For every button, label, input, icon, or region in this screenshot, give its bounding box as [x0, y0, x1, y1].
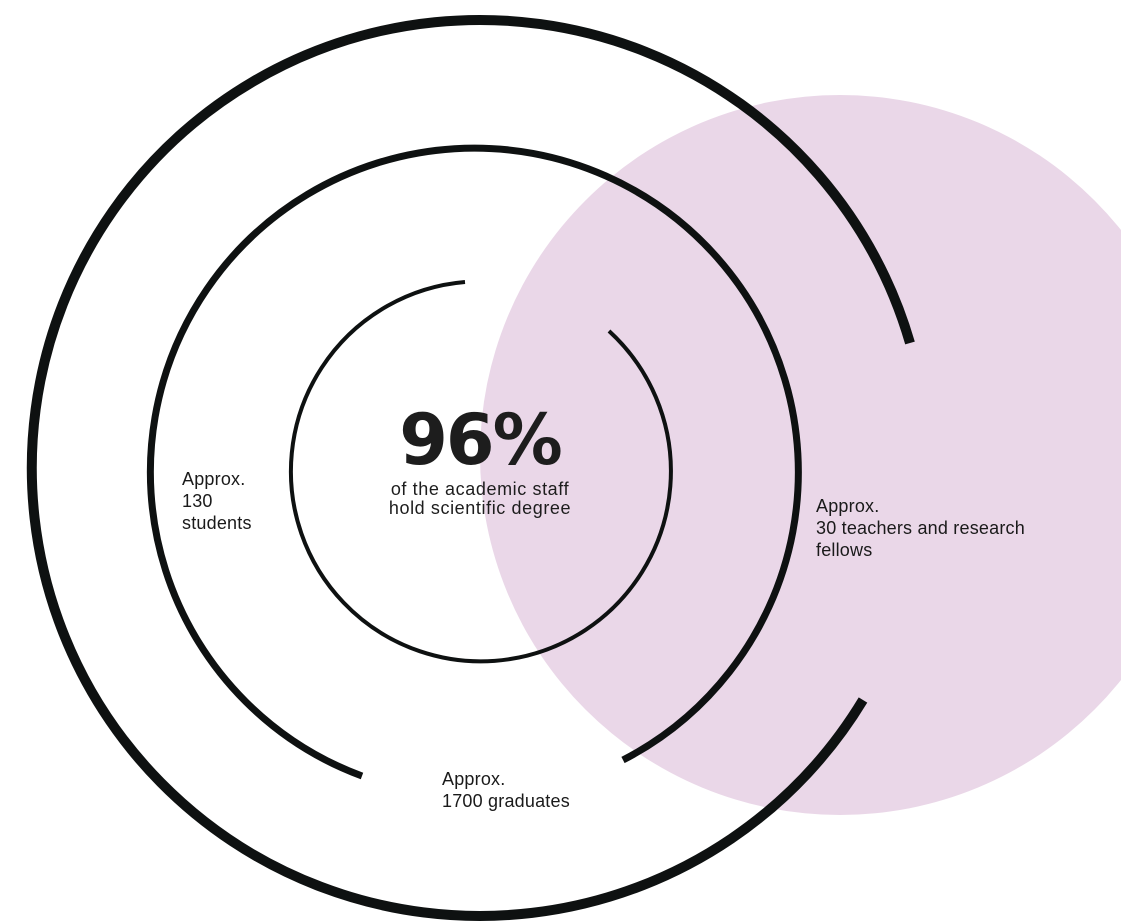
students-label: Approx. 130 students — [182, 468, 252, 534]
caption-line-2: hold scientific degree — [388, 498, 572, 518]
students-approx: Approx. — [182, 469, 246, 489]
percent-value: 96% — [399, 399, 563, 481]
caption-line-1: of the academic staff — [390, 479, 570, 499]
students-count: 130 — [182, 491, 213, 511]
teachers-approx: Approx. — [816, 496, 880, 516]
inner-ring — [288, 280, 673, 664]
graduates-approx: Approx. — [442, 769, 506, 789]
graduates-count: 1700 graduates — [442, 791, 570, 811]
percent-caption: of the academic staff hold scientific de… — [330, 480, 630, 518]
teachers-count: 30 teachers and research — [816, 518, 1025, 538]
teachers-word: fellows — [816, 540, 873, 560]
outer-ring — [26, 14, 915, 921]
students-word: students — [182, 513, 252, 533]
middle-ring — [146, 144, 802, 780]
teachers-label: Approx. 30 teachers and research fellows — [816, 495, 1025, 561]
graduates-label: Approx. 1700 graduates — [442, 768, 570, 812]
center-stat: 96% of the academic staff hold scientifi… — [330, 400, 630, 518]
